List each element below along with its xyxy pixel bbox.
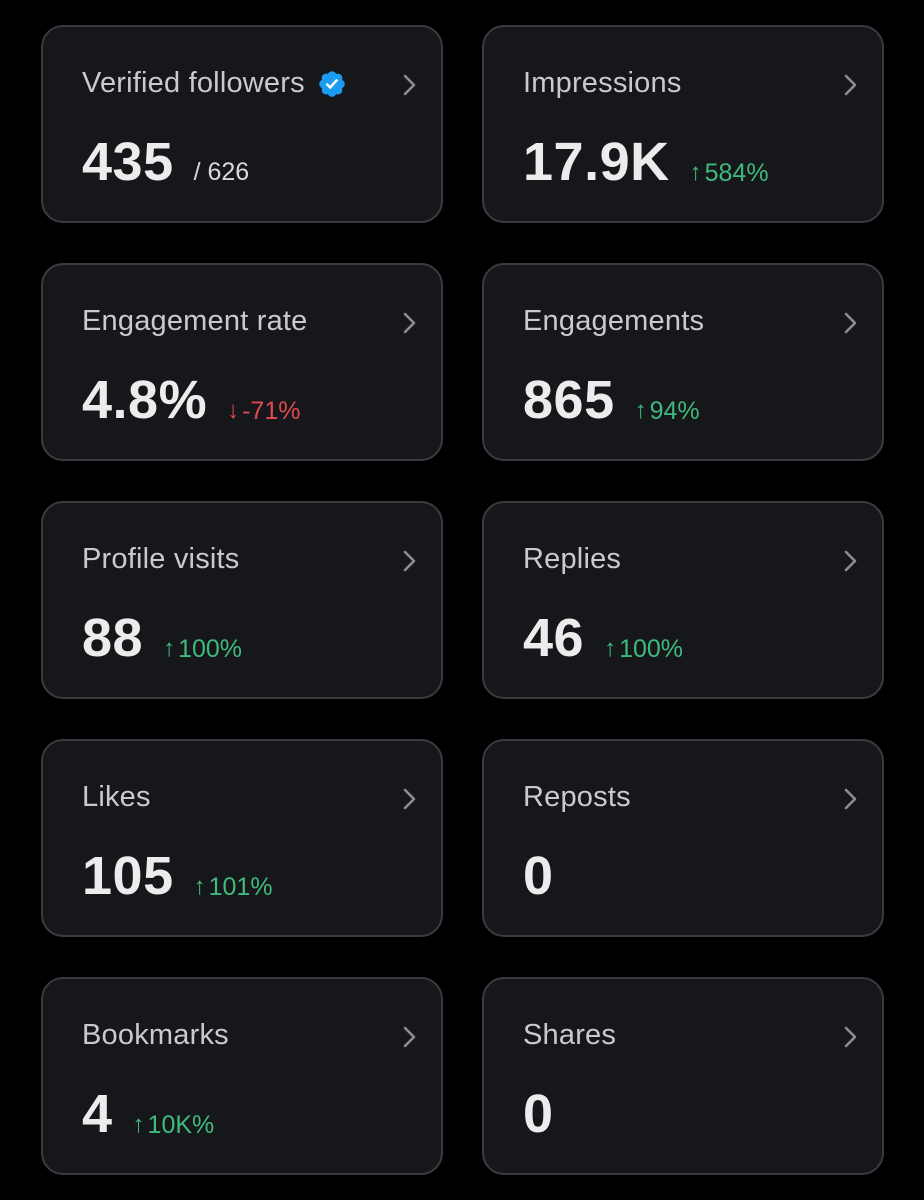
card-value: 46 — [523, 608, 585, 668]
arrow-up-icon: ↑ — [634, 397, 647, 424]
card-label-wrap: Replies — [523, 543, 621, 576]
change-indicator: ↑ 584% — [690, 159, 769, 188]
card-label: Likes — [82, 781, 151, 813]
card-label: Engagements — [523, 305, 705, 337]
chevron-right-icon — [403, 74, 416, 96]
card-label-wrap: Likes — [82, 781, 151, 814]
card-value-row: 865 ↑ 94% — [523, 369, 700, 431]
card-label: Verified followers — [82, 67, 305, 99]
chevron-right-icon — [844, 550, 857, 572]
chevron-right-icon — [403, 788, 416, 810]
card-label: Engagement rate — [82, 305, 308, 337]
change-value: 100% — [178, 634, 243, 663]
card-label-wrap: Impressions — [523, 67, 682, 100]
chevron-right-icon — [844, 1026, 857, 1048]
card-label: Reposts — [523, 781, 631, 813]
card-value-row: 105 ↑ 101% — [82, 845, 273, 907]
card-value: 0 — [523, 846, 554, 906]
card-verified-followers[interactable]: Verified followers 435 / 626 — [41, 25, 443, 223]
card-value: 17.9K — [523, 132, 670, 192]
card-engagement-rate[interactable]: Engagement rate 4.8% ↓ -71% — [41, 263, 443, 461]
card-value: 88 — [82, 608, 144, 668]
card-value: 435 — [82, 132, 174, 192]
change-indicator: ↓ -71% — [227, 397, 300, 426]
card-value-row: 0 — [523, 845, 554, 907]
card-bookmarks[interactable]: Bookmarks 4 ↑ 10K% — [41, 977, 443, 1175]
card-label: Shares — [523, 1019, 617, 1051]
chevron-right-icon — [844, 312, 857, 334]
card-reposts[interactable]: Reposts 0 — [482, 739, 884, 937]
change-value: -71% — [242, 396, 301, 425]
card-value: 105 — [82, 846, 174, 906]
chevron-right-icon — [403, 550, 416, 572]
arrow-down-icon: ↓ — [227, 397, 240, 424]
card-value-row: 435 / 626 — [82, 131, 249, 193]
card-total: / 626 — [193, 158, 250, 186]
card-label-wrap: Verified followers — [82, 67, 347, 100]
change-value: 101% — [208, 872, 273, 901]
card-label: Replies — [523, 543, 622, 575]
card-label-wrap: Engagement rate — [82, 305, 307, 338]
arrow-up-icon: ↑ — [689, 159, 702, 186]
change-indicator: ↑ 10K% — [133, 1111, 215, 1140]
card-label-wrap: Bookmarks — [82, 1019, 229, 1052]
card-value-row: 4.8% ↓ -71% — [82, 369, 300, 431]
change-indicator: ↑ 101% — [194, 873, 273, 902]
arrow-up-icon: ↑ — [132, 1111, 145, 1138]
card-label-wrap: Shares — [523, 1019, 616, 1052]
change-value: 10K% — [147, 1110, 215, 1139]
chevron-right-icon — [844, 74, 857, 96]
card-value-row: 4 ↑ 10K% — [82, 1083, 214, 1145]
chevron-right-icon — [403, 312, 416, 334]
verified-badge-icon — [319, 70, 345, 97]
change-value: 100% — [619, 634, 684, 663]
card-shares[interactable]: Shares 0 — [482, 977, 884, 1175]
card-value-row: 46 ↑ 100% — [523, 607, 683, 669]
card-value: 865 — [523, 370, 615, 430]
change-indicator: ↑ 94% — [635, 397, 700, 426]
chevron-right-icon — [403, 1026, 416, 1048]
card-replies[interactable]: Replies 46 ↑ 100% — [482, 501, 884, 699]
card-label: Profile visits — [82, 543, 240, 575]
arrow-up-icon: ↑ — [604, 635, 617, 662]
card-label-wrap: Engagements — [523, 305, 704, 338]
card-value-row: 17.9K ↑ 584% — [523, 131, 769, 193]
card-value: 0 — [523, 1084, 554, 1144]
change-indicator: ↑ 100% — [604, 635, 683, 664]
change-value: 94% — [649, 396, 700, 425]
card-label: Impressions — [523, 67, 682, 99]
card-label-wrap: Profile visits — [82, 543, 240, 576]
chevron-right-icon — [844, 788, 857, 810]
change-indicator: ↑ 100% — [163, 635, 242, 664]
card-likes[interactable]: Likes 105 ↑ 101% — [41, 739, 443, 937]
change-value: 584% — [704, 158, 769, 187]
card-value-row: 88 ↑ 100% — [82, 607, 242, 669]
card-engagements[interactable]: Engagements 865 ↑ 94% — [482, 263, 884, 461]
card-profile-visits[interactable]: Profile visits 88 ↑ 100% — [41, 501, 443, 699]
card-label: Bookmarks — [82, 1019, 229, 1051]
arrow-up-icon: ↑ — [163, 635, 176, 662]
card-label-wrap: Reposts — [523, 781, 631, 814]
card-value-row: 0 — [523, 1083, 554, 1145]
card-impressions[interactable]: Impressions 17.9K ↑ 584% — [482, 25, 884, 223]
card-value: 4.8% — [82, 370, 208, 430]
card-value: 4 — [82, 1084, 113, 1144]
arrow-up-icon: ↑ — [193, 873, 206, 900]
